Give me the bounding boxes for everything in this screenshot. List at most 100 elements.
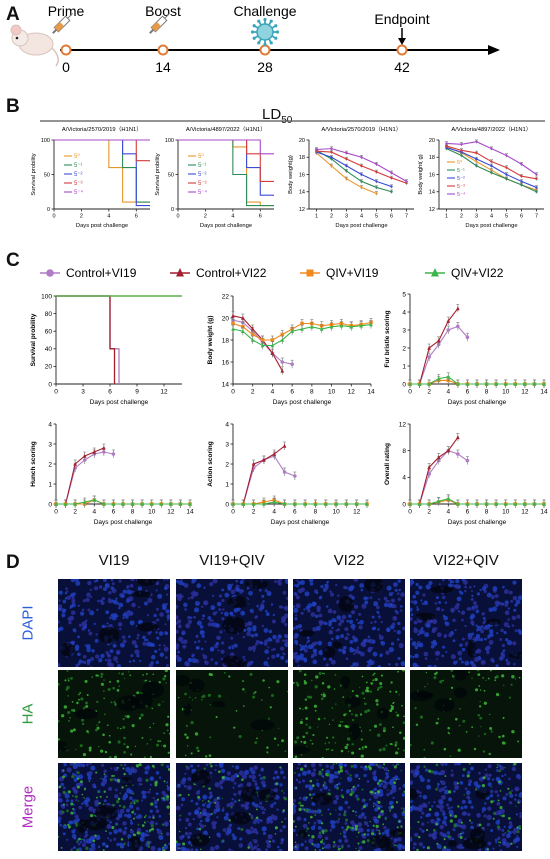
x-tick-label: 10 — [328, 389, 336, 396]
data-point — [460, 149, 463, 152]
y-axis-label: Hunch scoring — [30, 441, 37, 487]
chart-c6-overall: 0 2 4 6 8 10 12 14 0 4 8 12 Days post challenge Overa… — [384, 421, 548, 526]
x-tick-label: 14 — [367, 389, 375, 396]
timeline-marker — [60, 44, 72, 56]
y-tick-label: 2 — [402, 345, 406, 352]
microscopy-column-label: VI22 — [333, 552, 365, 569]
x-axis-label: Days post challenge — [448, 399, 507, 406]
x-tick-label: 6 — [520, 214, 523, 220]
y-tick-label: 22 — [222, 293, 230, 300]
microscopy-row-label: HA — [19, 703, 37, 725]
data-point — [82, 499, 87, 504]
data-point — [446, 374, 451, 379]
y-tick-label: 18 — [299, 155, 305, 161]
x-tick-label: 0 — [52, 214, 55, 220]
y-tick-label: 20 — [222, 315, 230, 322]
x-axis-label: Days post challenge — [76, 223, 128, 229]
x-tick-label: 4 — [107, 214, 110, 220]
data-point — [334, 501, 338, 506]
x-axis-label: Days post challenge — [200, 223, 252, 229]
x-tick-label: 6 — [466, 509, 470, 516]
y-tick-label: 1 — [402, 363, 406, 370]
timeline-day-label: 42 — [394, 59, 410, 75]
legend-marker — [431, 268, 439, 277]
data-point — [315, 148, 318, 151]
data-point — [475, 164, 478, 168]
x-axis-label: Days post challenge — [271, 519, 330, 526]
x-tick-label: 8 — [485, 509, 489, 516]
data-point — [490, 147, 493, 150]
x-tick-label: 12 — [160, 389, 168, 396]
data-point — [272, 451, 277, 456]
data-point — [365, 501, 369, 506]
data-point — [339, 323, 344, 328]
data-point — [375, 186, 378, 189]
data-point — [513, 381, 518, 386]
data-point — [329, 324, 334, 329]
x-tick-label: 0 — [54, 509, 58, 516]
data-point — [535, 177, 538, 181]
timeline-day-label: 14 — [155, 59, 171, 75]
data-point — [231, 313, 235, 318]
legend-label: 5⁻² — [198, 172, 207, 178]
legend-label: 5⁰ — [198, 153, 204, 160]
data-point — [241, 328, 245, 333]
data-point — [241, 315, 245, 320]
legend-label: 5⁰ — [457, 159, 463, 166]
microscopy-image-ha — [293, 670, 405, 758]
y-axis-label: Survival probility — [30, 313, 37, 366]
microscopy-image-dapi — [410, 579, 522, 667]
x-axis-label: Days post challenge — [335, 223, 387, 229]
data-point — [280, 368, 285, 373]
x-tick-label: 2 — [427, 509, 431, 516]
data-point — [456, 435, 460, 440]
data-point — [102, 501, 106, 506]
data-point — [520, 183, 523, 187]
series-line-2 — [54, 139, 150, 203]
microscopy-image-dapi — [176, 579, 288, 667]
data-point — [73, 461, 77, 466]
data-point — [532, 501, 537, 506]
microscopy-image-ha — [58, 670, 170, 758]
y-tick-label: 16 — [299, 172, 305, 178]
data-point — [436, 455, 441, 460]
data-point — [456, 501, 460, 506]
legend-label: 5⁻¹ — [457, 168, 465, 174]
timeline-event-label: Boost — [145, 3, 181, 19]
data-point — [523, 501, 527, 506]
y-tick-label: 18 — [429, 155, 435, 161]
legend-marker — [176, 268, 184, 277]
data-point — [505, 173, 508, 176]
timeline-event-label: Challenge — [233, 3, 296, 19]
panel-b-title: LD50 — [262, 106, 292, 126]
data-point — [475, 160, 478, 163]
y-tick-label: 0 — [48, 381, 52, 388]
y-tick-label: 4 — [402, 309, 406, 316]
x-tick-label: 7 — [405, 214, 408, 220]
data-point — [140, 501, 144, 506]
series-line-5 — [178, 139, 274, 155]
data-point — [260, 343, 265, 348]
x-tick-label: 6 — [112, 509, 116, 516]
timeline-marker — [157, 44, 169, 56]
x-tick-label: 1 — [445, 214, 448, 220]
legend-label: 5⁻⁴ — [74, 189, 84, 196]
data-point — [475, 151, 478, 155]
series-line-2 — [178, 139, 274, 207]
data-point — [280, 360, 285, 364]
y-tick-label: 12 — [399, 421, 407, 428]
data-point — [159, 501, 164, 506]
virus-icon — [250, 17, 280, 47]
y-tick-label: 2 — [225, 461, 229, 468]
y-tick-label: 14 — [299, 190, 305, 196]
x-tick-label: 4 — [360, 214, 363, 220]
data-point — [390, 185, 393, 188]
data-point — [250, 326, 255, 331]
data-point — [92, 449, 97, 454]
panel-b-title-main: LD — [262, 106, 282, 123]
data-point — [63, 501, 68, 506]
y-axis-label: Fur bristle scoring — [384, 310, 391, 367]
y-tick-label: 100 — [41, 293, 52, 300]
x-tick-label: 2 — [80, 214, 83, 220]
chart-b2-survival-4897: A/Victoria/4897/2022（H1N1） 0 2 4 6 0 50 100 Days… — [155, 126, 274, 229]
